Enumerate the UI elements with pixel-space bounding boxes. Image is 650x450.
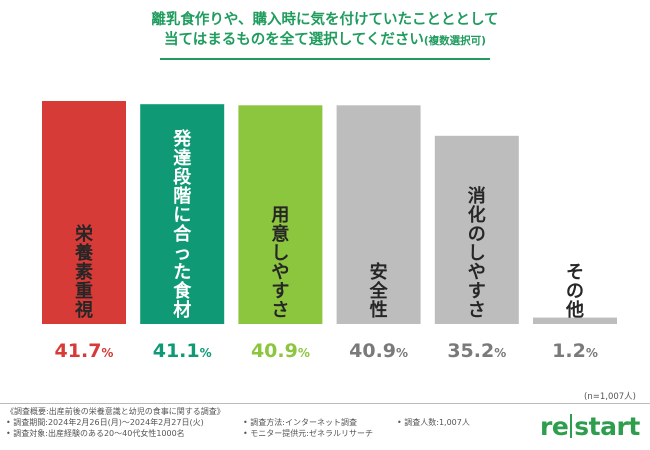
footer-period: • 調査期間:2024年2月26日(月)〜2024年2月27日(火) xyxy=(6,418,204,427)
footer-divider xyxy=(0,403,650,404)
bar-label-3: 用意しやすさ xyxy=(271,205,289,321)
survey-footer: 《調査概要:出産前後の栄養意識と幼児の食事に関する調査》 • 調査期間:2024… xyxy=(6,406,225,439)
logo-right: start xyxy=(574,412,640,441)
bar-label-1: 栄養素重視 xyxy=(74,223,94,321)
value-label-5: 35.2% xyxy=(447,340,506,362)
bar-label-6: その他 xyxy=(565,262,584,321)
value-label-6: 1.2% xyxy=(552,340,598,362)
bar-label-2: 発達段階に合った食材 xyxy=(172,128,192,321)
footer-overview: 《調査概要:出産前後の栄養意識と幼児の食事に関する調査》 xyxy=(6,407,225,416)
bar-1 xyxy=(42,101,126,324)
bar-2 xyxy=(140,104,225,324)
value-label-2: 41.1% xyxy=(153,340,212,362)
bar-chart: 栄養素重視 41.7% 発達段階に合った食材 41.1% 用意しやすさ 40.9% 安全性 4… xyxy=(42,101,617,362)
footer-method: • 調査方法:インターネット調査 xyxy=(243,418,357,427)
title-underline xyxy=(160,58,490,60)
bar-3 xyxy=(238,105,323,324)
bar-5 xyxy=(434,135,519,324)
bar-4 xyxy=(336,105,421,324)
title-line-2-text: 当てはまるものを全て選択してください xyxy=(164,32,424,48)
logo-left: re xyxy=(540,412,569,441)
value-label-3: 40.9% xyxy=(251,340,310,362)
bar-label-5: 消化のしやすさ xyxy=(468,185,486,321)
logo-divider xyxy=(570,414,573,438)
sample-size-note: (n=1,007人) xyxy=(584,392,636,402)
bar-label-4: 安全性 xyxy=(369,261,389,321)
chart-title: 離乳食作りや、購入時に気を付けていたことととして 当てはまるものを全て選択してく… xyxy=(0,10,650,51)
title-line-2-note: (複数選択可) xyxy=(423,35,486,47)
restart-logo: re start xyxy=(540,412,640,441)
title-line-1: 離乳食作りや、購入時に気を付けていたことととして xyxy=(151,12,499,28)
title-line-2: 当てはまるものを全て選択してください(複数選択可) xyxy=(0,30,650,51)
footer-target: • 調査対象:出産経験のある20〜40代女性1000名 xyxy=(6,429,185,438)
value-label-4: 40.9% xyxy=(349,340,408,362)
bar-6 xyxy=(533,317,617,324)
value-label-1: 41.7% xyxy=(55,340,114,362)
footer-count: • 調査人数:1,007人 xyxy=(397,418,470,427)
footer-provider: • モニター提供元:ゼネラルリサーチ xyxy=(243,429,373,438)
